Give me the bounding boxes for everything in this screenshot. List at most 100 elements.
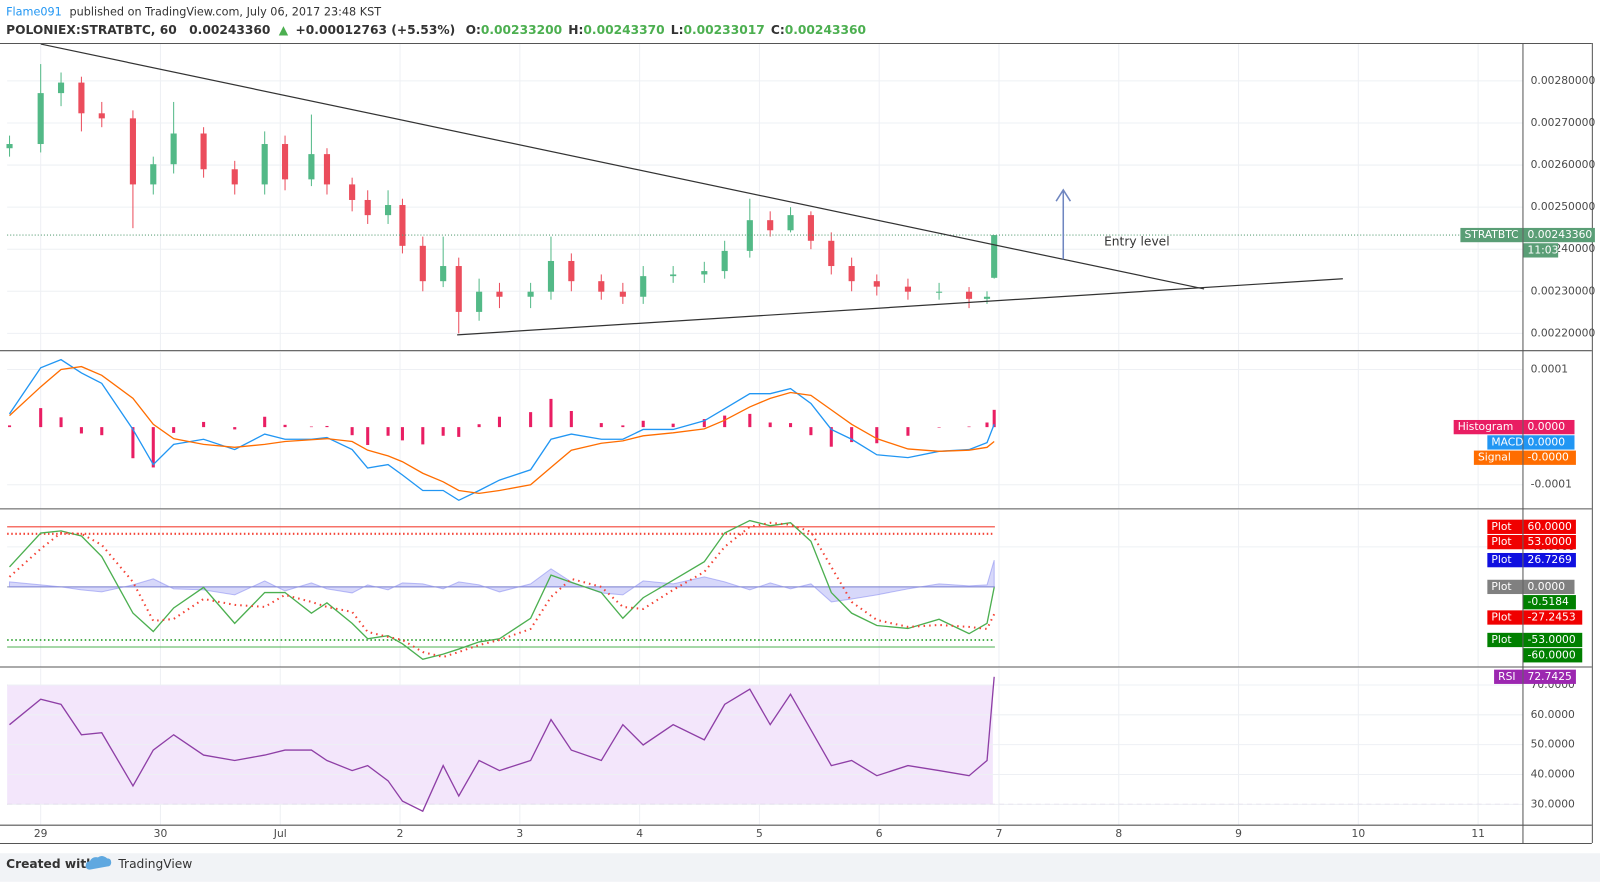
x-tick-label: 4: [636, 827, 643, 840]
histogram-bar: [497, 416, 501, 428]
candle-body: [568, 260, 575, 282]
tag-name-box: [1473, 450, 1523, 465]
text-layer: 29 30 Jul 2 3 4 5 6 7 8 9 10 11 0.00220000 0.00230000 0…: [34, 74, 1596, 840]
candle-body: [807, 215, 814, 241]
histogram-bar: [263, 416, 267, 428]
tag-value: -53.0000: [1528, 633, 1576, 646]
x-tick-label: 9: [1235, 827, 1242, 840]
histogram-bar: [671, 423, 675, 428]
candle-body: [419, 245, 426, 282]
candle-body: [547, 260, 555, 292]
ohlc-key: O:: [466, 22, 481, 36]
change: +0.00012763 (+5.53%): [296, 22, 456, 36]
author[interactable]: Flame091: [6, 5, 62, 18]
ohlc-key: L:: [671, 22, 684, 36]
brand[interactable]: TradingView: [117, 857, 192, 871]
tag-value: -60.0000: [1528, 648, 1576, 661]
tag-value-box: [1523, 227, 1595, 243]
candle-body: [129, 118, 136, 185]
countdown: 11:03: [1528, 243, 1559, 256]
histogram-bar: [967, 426, 971, 428]
tag-name: Plot: [1491, 611, 1511, 624]
histogram-bar: [350, 427, 354, 436]
candle-body: [385, 205, 392, 216]
tag-name-box: [1460, 227, 1523, 243]
tag-name-box: [1487, 610, 1523, 625]
candle-body: [308, 154, 315, 180]
histogram-bar: [131, 427, 135, 459]
tag-layer: STRATBTC 0.00243360 11:03 Histogram 0.0000 MA…: [1453, 227, 1595, 684]
footer-bar: [0, 853, 1600, 882]
y-tick-label: 0.0001: [1531, 363, 1568, 376]
tag-name-box: [1487, 579, 1523, 595]
trendline: [40, 43, 1205, 290]
change-arrow: ▲: [279, 22, 289, 36]
histogram-bar: [641, 420, 645, 428]
tag-value: 72.7425: [1528, 670, 1572, 683]
candle-body: [364, 199, 371, 216]
tag-name: RSI: [1498, 670, 1515, 683]
tag-value: 53.0000: [1528, 535, 1572, 548]
x-tick-label: 10: [1352, 827, 1366, 840]
candle-body: [323, 154, 331, 185]
tag-value: 0.00243360: [1528, 228, 1593, 241]
publish-line: Flame091 published on TradingView.com, J…: [6, 5, 381, 18]
candle-body: [965, 291, 973, 299]
series-line: [8, 358, 995, 502]
x-tick-label: 8: [1115, 827, 1122, 840]
candle-body: [261, 144, 268, 185]
tag-value-box: [1523, 648, 1583, 663]
histogram-bar: [702, 419, 706, 428]
candle-body: [767, 220, 774, 231]
series-line: [9, 676, 995, 813]
tag-value-box: [1523, 552, 1576, 568]
area: [8, 559, 995, 603]
y-tick-label: 0.00250000: [1531, 200, 1596, 213]
grid-layer: [7, 43, 1523, 825]
tag-value: 60.0000: [1528, 520, 1572, 533]
histogram-bar: [172, 427, 176, 433]
histogram-bar: [875, 427, 879, 444]
y-tick-label: 30.0000: [1531, 797, 1575, 810]
tag-value-box: [1523, 632, 1583, 648]
histogram-bar: [39, 408, 43, 428]
symbol-line: POLONIEX:STRATBTC, 60 0.00243360 ▲ +0.00…: [6, 22, 866, 36]
histogram-bar: [789, 423, 793, 428]
candle-body: [983, 296, 991, 299]
tag-value: 0.0000: [1528, 435, 1566, 448]
tag-name-box: [1453, 419, 1523, 435]
y-tick-label: 40.0000: [1531, 768, 1575, 781]
tag-value-box: [1523, 450, 1576, 465]
histogram-bar: [8, 425, 12, 428]
tag-name-box: [1487, 632, 1523, 648]
histogram-bar: [549, 398, 553, 428]
candle-body: [281, 144, 289, 180]
footer-text: Created with: [6, 857, 95, 871]
histogram-bar: [992, 409, 996, 428]
annotation: Entry level: [1104, 235, 1170, 249]
histogram-bar: [768, 422, 772, 428]
candle-body: [991, 235, 998, 278]
ohlc-key: H:: [568, 22, 583, 36]
x-tick-label: 6: [876, 827, 883, 840]
tag-name-box: [1487, 519, 1523, 534]
candle-body: [721, 250, 728, 272]
candle-body: [455, 266, 462, 312]
candle-body: [476, 291, 483, 312]
candle-body: [200, 133, 207, 170]
tag-name: Histogram: [1458, 420, 1514, 433]
candle-body: [150, 164, 157, 185]
candle-body: [670, 274, 677, 277]
tag-value: 26.7269: [1528, 553, 1572, 566]
y-tick-label: 0.00230000: [1531, 284, 1596, 297]
trendline: [457, 278, 1343, 336]
candle-body: [873, 281, 880, 287]
series-line: [8, 521, 996, 659]
data-layer: [6, 64, 1523, 813]
histogram-bar: [906, 427, 910, 436]
tag-name: Plot: [1491, 633, 1511, 646]
x-tick-label: 30: [154, 827, 168, 840]
histogram-bar: [202, 421, 206, 428]
arrow-head: [1055, 188, 1072, 202]
